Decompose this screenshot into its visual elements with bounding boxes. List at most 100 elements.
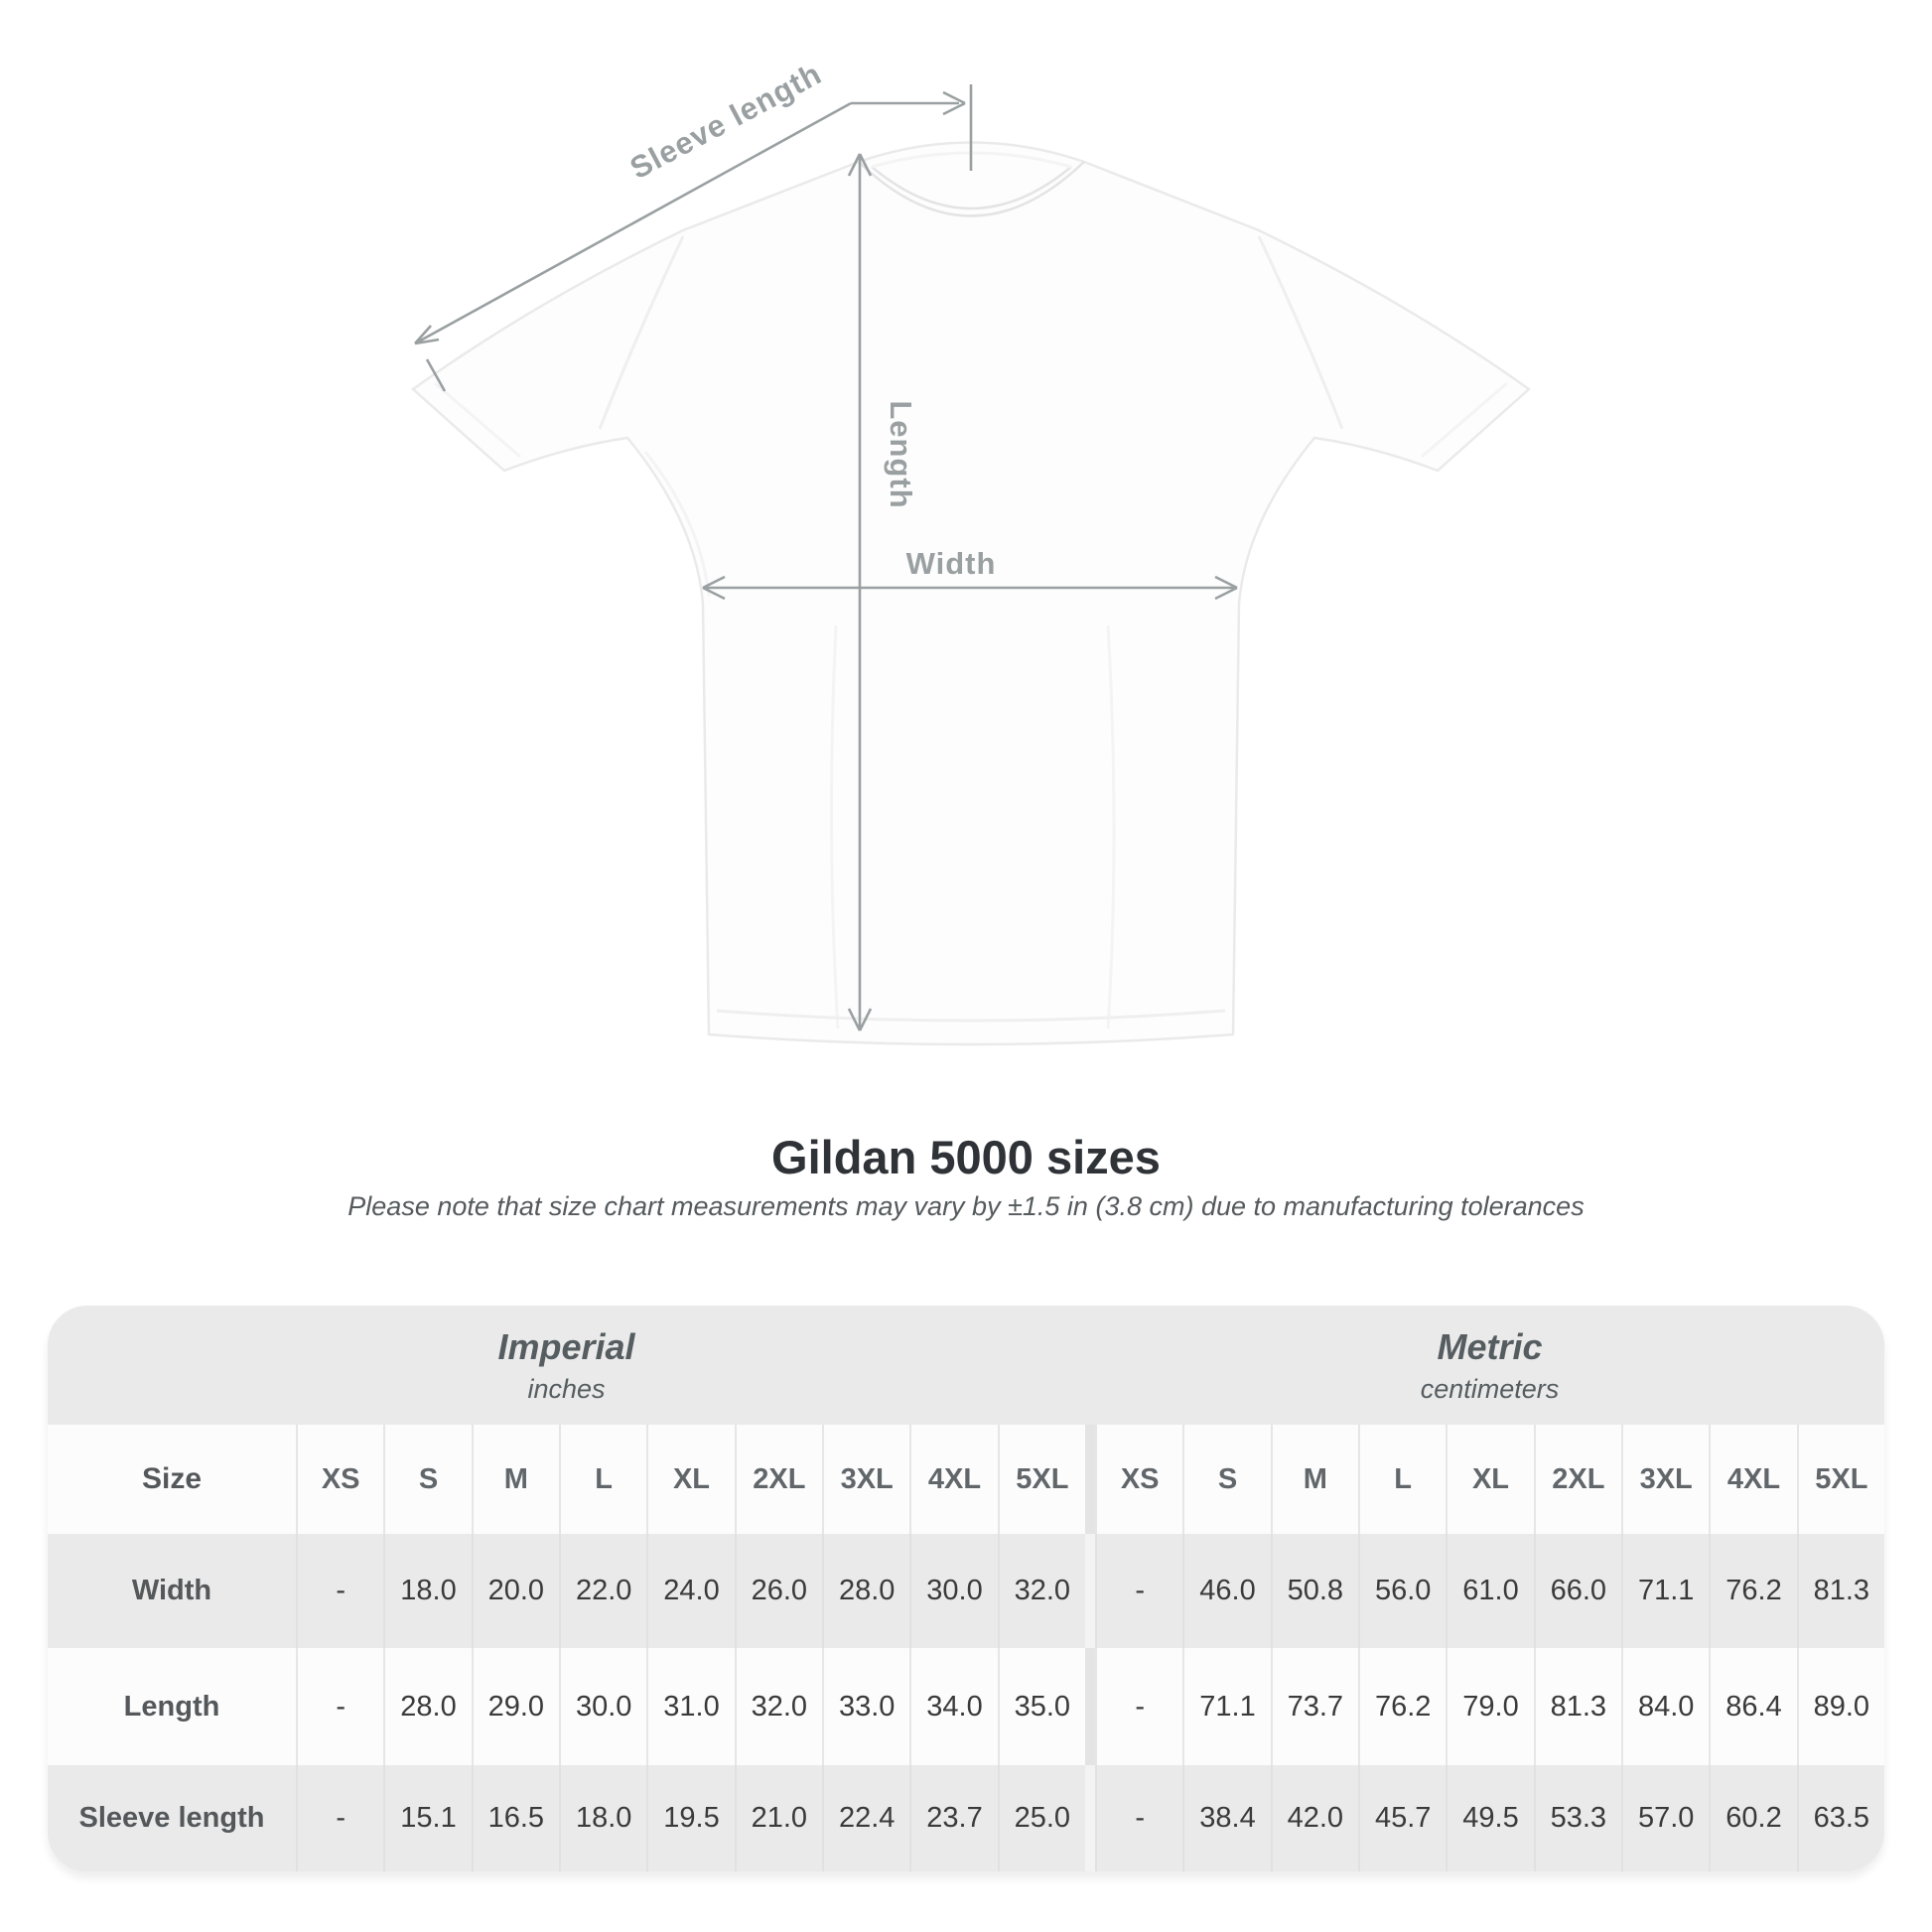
- metric-value: 66.0: [1533, 1534, 1621, 1648]
- size-column-header: Size: [48, 1425, 296, 1534]
- imperial-size-header: 5XL: [997, 1425, 1085, 1534]
- length-dimension-line: [847, 153, 873, 1032]
- group-separator: [1085, 1425, 1095, 1534]
- imperial-value: 23.7: [909, 1765, 998, 1871]
- metric-value: 73.7: [1270, 1648, 1358, 1765]
- imperial-value: 19.5: [646, 1765, 735, 1871]
- metric-value: 71.1: [1182, 1648, 1271, 1765]
- imperial-value: 32.0: [997, 1534, 1085, 1648]
- imperial-value: 15.1: [383, 1765, 472, 1871]
- hem-stitch-line: [716, 1009, 1226, 1023]
- right-cuff-seam: [1421, 381, 1508, 459]
- metric-value: 76.2: [1709, 1534, 1797, 1648]
- imperial-value: 33.0: [822, 1648, 910, 1765]
- row-label: Width: [48, 1534, 296, 1648]
- body-fold-right: [1106, 624, 1116, 1030]
- metric-size-header: 5XL: [1796, 1425, 1884, 1534]
- metric-value: 81.3: [1533, 1648, 1621, 1765]
- group-separator: [1085, 1765, 1095, 1871]
- metric-value: 84.0: [1621, 1648, 1710, 1765]
- imperial-size-header: XS: [296, 1425, 384, 1534]
- unit-group-header: Imperial inches Metric centimeters: [48, 1306, 1884, 1425]
- metric-size-header: M: [1270, 1425, 1358, 1534]
- metric-value: 49.5: [1446, 1765, 1534, 1871]
- imperial-size-header: L: [559, 1425, 647, 1534]
- imperial-value: 35.0: [997, 1648, 1085, 1765]
- metric-value: 79.0: [1446, 1648, 1534, 1765]
- metric-group-label: Metric: [1437, 1325, 1543, 1367]
- metric-value: 50.8: [1270, 1534, 1358, 1648]
- metric-size-header: 3XL: [1621, 1425, 1710, 1534]
- imperial-value: -: [296, 1534, 384, 1648]
- metric-group: Metric centimeters: [1095, 1306, 1884, 1425]
- metric-value: 45.7: [1358, 1765, 1447, 1871]
- imperial-size-header: XL: [646, 1425, 735, 1534]
- imperial-value: 21.0: [734, 1765, 822, 1871]
- neck-reference-line: [851, 84, 973, 171]
- imperial-value: -: [296, 1648, 384, 1765]
- group-separator: [1085, 1648, 1095, 1765]
- imperial-value: 28.0: [383, 1648, 472, 1765]
- metric-value: -: [1095, 1765, 1183, 1871]
- imperial-group: Imperial inches: [48, 1306, 1085, 1425]
- metric-size-header: S: [1182, 1425, 1271, 1534]
- imperial-value: 20.0: [471, 1534, 559, 1648]
- imperial-group-unit: inches: [527, 1373, 606, 1404]
- right-sleeve-seam: [1257, 235, 1344, 430]
- metric-group-unit: centimeters: [1420, 1373, 1560, 1404]
- imperial-size-header: 2XL: [734, 1425, 822, 1534]
- tolerance-note: Please note that size chart measurements…: [347, 1191, 1585, 1221]
- imperial-size-header: M: [471, 1425, 559, 1534]
- imperial-value: -: [296, 1765, 384, 1871]
- metric-size-header: XL: [1446, 1425, 1534, 1534]
- metric-value: 42.0: [1270, 1765, 1358, 1871]
- underarm-shadow-left: [643, 451, 711, 597]
- metric-value: -: [1095, 1648, 1183, 1765]
- imperial-value: 28.0: [822, 1534, 910, 1648]
- metric-value: 46.0: [1182, 1534, 1271, 1648]
- imperial-size-header: 3XL: [822, 1425, 910, 1534]
- row-label: Sleeve length: [48, 1765, 296, 1871]
- imperial-value: 26.0: [734, 1534, 822, 1648]
- length-label: Length: [884, 400, 918, 508]
- metric-value: 89.0: [1796, 1648, 1884, 1765]
- imperial-group-label: Imperial: [497, 1325, 635, 1367]
- metric-size-header: 4XL: [1709, 1425, 1797, 1534]
- imperial-value: 32.0: [734, 1648, 822, 1765]
- metric-value: 56.0: [1358, 1534, 1447, 1648]
- width-dimension-line: [702, 575, 1238, 601]
- imperial-value: 25.0: [997, 1765, 1085, 1871]
- page-title: Gildan 5000 sizes: [771, 1131, 1161, 1183]
- metric-size-header: XS: [1095, 1425, 1183, 1534]
- metric-value: 76.2: [1358, 1648, 1447, 1765]
- size-grid: Size XS S M L XL 2XL 3XL 4XL 5XL XS S M L XL 2XL 3XL 4XL 5…: [48, 1425, 1884, 1871]
- imperial-value: 34.0: [909, 1648, 998, 1765]
- size-table: Imperial inches Metric centimeters Size X…: [48, 1306, 1884, 1871]
- imperial-value: 29.0: [471, 1648, 559, 1765]
- tshirt-body: [411, 141, 1531, 1046]
- collar-outer-line: [858, 161, 1085, 217]
- imperial-value: 22.0: [559, 1534, 647, 1648]
- tshirt-graphic: [411, 141, 1531, 1046]
- metric-value: 38.4: [1182, 1765, 1271, 1871]
- body-fold-left: [829, 624, 840, 1030]
- left-sleeve-seam: [598, 235, 685, 430]
- metric-value: -: [1095, 1534, 1183, 1648]
- imperial-value: 30.0: [909, 1534, 998, 1648]
- sleeve-length-dimension-line: [414, 101, 852, 392]
- left-cuff-seam: [434, 381, 521, 459]
- metric-value: 71.1: [1621, 1534, 1710, 1648]
- width-label: Width: [906, 546, 997, 581]
- metric-value: 60.2: [1709, 1765, 1797, 1871]
- sleeve-length-label: Sleeve length: [624, 56, 827, 186]
- metric-value: 53.3: [1533, 1765, 1621, 1871]
- imperial-value: 30.0: [559, 1648, 647, 1765]
- imperial-size-header: S: [383, 1425, 472, 1534]
- metric-size-header: 2XL: [1533, 1425, 1621, 1534]
- group-separator: [1085, 1534, 1095, 1648]
- tshirt-diagram: Sleeve length Length Width: [411, 56, 1531, 1046]
- metric-value: 57.0: [1621, 1765, 1710, 1871]
- metric-value: 81.3: [1796, 1534, 1884, 1648]
- collar-inner-line: [871, 166, 1072, 210]
- metric-value: 61.0: [1446, 1534, 1534, 1648]
